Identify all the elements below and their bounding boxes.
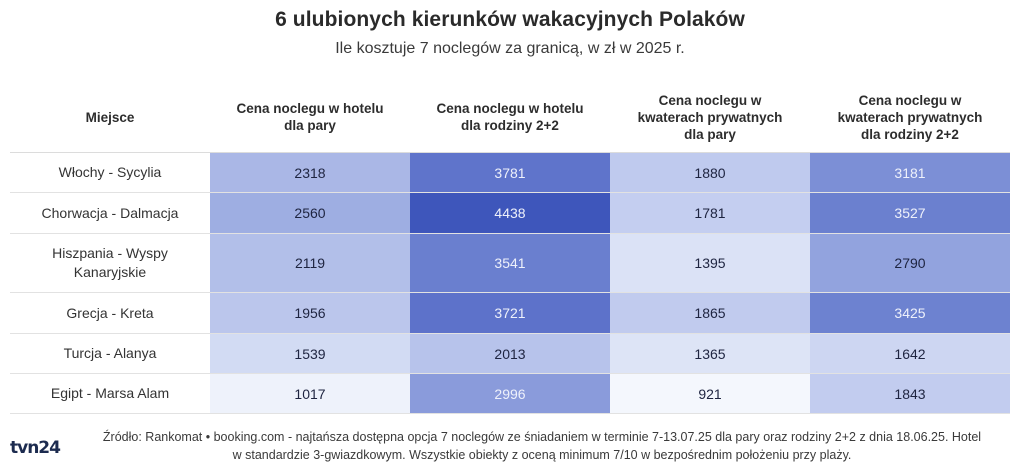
table-row: Turcja - Alanya 1539 2013 1365 1642 — [10, 334, 1010, 374]
value-cell: 3541 — [410, 234, 610, 292]
source-note: Źródło: Rankomat • booking.com - najtańs… — [72, 428, 1012, 464]
value-cell: 1781 — [610, 193, 810, 233]
value-cell: 1843 — [810, 374, 1010, 413]
value-cell: 3721 — [410, 293, 610, 333]
value-cell: 2119 — [210, 234, 410, 292]
value-cell: 1880 — [610, 153, 810, 192]
value-cell: 3425 — [810, 293, 1010, 333]
value-cell: 2560 — [210, 193, 410, 233]
table-row: Chorwacja - Dalmacja 2560 4438 1781 3527 — [10, 193, 1010, 234]
place-cell: Egipt - Marsa Alam — [10, 374, 210, 413]
value-cell: 3181 — [810, 153, 1010, 192]
table-body: Włochy - Sycylia 2318 3781 1880 3181 Chorwacj… — [10, 153, 1010, 414]
place-cell: Hiszpania - Wyspy Kanaryjskie — [10, 234, 210, 292]
table-row: Grecja - Kreta 1956 3721 1865 3425 — [10, 293, 1010, 334]
value-cell: 4438 — [410, 193, 610, 233]
table-row: Egipt - Marsa Alam 1017 2996 921 1843 — [10, 374, 1010, 414]
table-row: Włochy - Sycylia 2318 3781 1880 3181 — [10, 153, 1010, 193]
value-cell: 1017 — [210, 374, 410, 413]
place-cell: Grecja - Kreta — [10, 293, 210, 333]
value-cell: 2318 — [210, 153, 410, 192]
column-header-3: Cena noclegu w kwaterach prywatnych dla … — [637, 92, 783, 142]
chart-subtitle: Ile kosztuje 7 noclegów za granicą, w zł… — [335, 40, 685, 57]
source-line-1: Źródło: Rankomat • booking.com - najtańs… — [102, 430, 982, 444]
value-cell: 1642 — [810, 334, 1010, 373]
source-line-2: w standardzie 3-gwiazdkowym. Wszystkie o… — [232, 448, 852, 462]
column-header-place: Miejsce — [85, 109, 135, 125]
value-cell: 2013 — [410, 334, 610, 373]
column-header-4: Cena noclegu w kwaterach prywatnych dla … — [837, 92, 983, 142]
place-cell: Turcja - Alanya — [10, 334, 210, 373]
place-cell: Włochy - Sycylia — [10, 153, 210, 192]
column-header-2: Cena noclegu w hotelu dla rodziny 2+2 — [436, 101, 584, 133]
tvn24-logo: tvn24 — [10, 438, 61, 458]
value-cell: 1395 — [610, 234, 810, 292]
value-cell: 2790 — [810, 234, 1010, 292]
value-cell: 2996 — [410, 374, 610, 413]
value-cell: 1365 — [610, 334, 810, 373]
chart-title: 6 ulubionych kierunków wakacyjnych Polak… — [275, 8, 745, 31]
value-cell: 3781 — [410, 153, 610, 192]
value-cell: 921 — [610, 374, 810, 413]
value-cell: 1539 — [210, 334, 410, 373]
table-row: Hiszpania - Wyspy Kanaryjskie 2119 3541 139… — [10, 234, 1010, 293]
place-cell: Chorwacja - Dalmacja — [10, 193, 210, 233]
value-cell: 1956 — [210, 293, 410, 333]
price-table: Miejsce Cena noclegu w hotelu dla pary Cen… — [10, 82, 1010, 414]
value-cell: 3527 — [810, 193, 1010, 233]
column-header-1: Cena noclegu w hotelu dla pary — [236, 101, 384, 133]
table-header-row: Miejsce Cena noclegu w hotelu dla pary Cen… — [10, 82, 1010, 153]
value-cell: 1865 — [610, 293, 810, 333]
